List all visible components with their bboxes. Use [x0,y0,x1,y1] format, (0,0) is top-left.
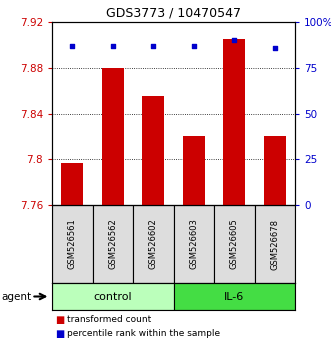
Bar [102,68,124,205]
Text: ■: ■ [55,315,65,325]
Title: GDS3773 / 10470547: GDS3773 / 10470547 [106,6,241,19]
Bar [52,283,173,310]
Bar [223,39,245,205]
Text: GSM526562: GSM526562 [108,219,117,269]
Text: agent: agent [2,291,32,302]
Text: GSM526605: GSM526605 [230,219,239,269]
Point [191,43,196,48]
Bar [133,205,173,283]
Text: IL-6: IL-6 [224,291,244,302]
Point [70,43,75,48]
Bar [61,163,83,205]
Bar [263,136,286,205]
Text: GSM526603: GSM526603 [189,218,198,269]
Bar [173,283,295,310]
Point [110,43,116,48]
Text: GSM526602: GSM526602 [149,219,158,269]
Text: ■: ■ [55,329,65,339]
Bar [214,205,255,283]
Text: transformed count: transformed count [67,315,151,325]
Text: percentile rank within the sample: percentile rank within the sample [67,330,220,338]
Text: GSM526678: GSM526678 [270,218,279,269]
Bar [52,205,92,283]
Bar [92,205,133,283]
Point [272,45,277,51]
Bar [183,136,205,205]
Bar [173,205,214,283]
Text: control: control [93,291,132,302]
Text: GSM526561: GSM526561 [68,219,77,269]
Point [151,43,156,48]
Bar [142,96,165,205]
Point [232,38,237,43]
Bar [255,205,295,283]
